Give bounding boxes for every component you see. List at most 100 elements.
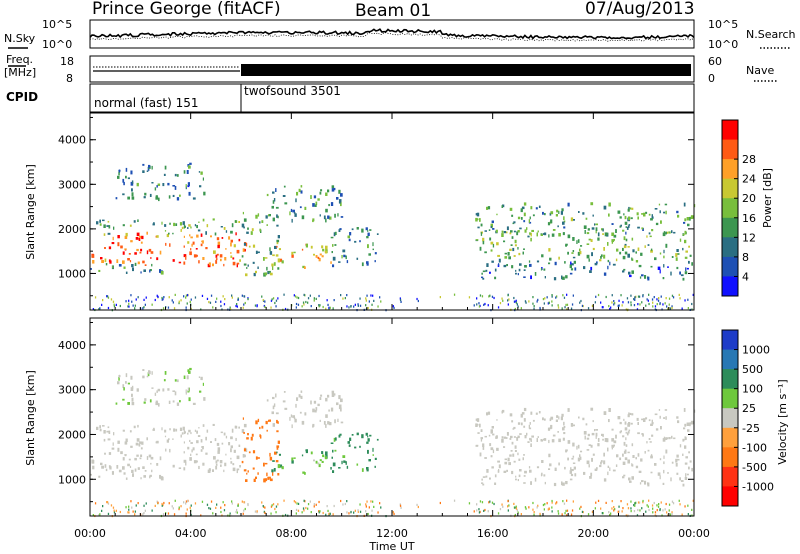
power-point bbox=[163, 296, 165, 299]
power-point bbox=[110, 298, 113, 301]
power-point bbox=[272, 191, 275, 194]
power-point bbox=[567, 234, 571, 239]
velocity-point bbox=[189, 439, 191, 442]
velocity-point bbox=[127, 382, 130, 385]
velocity-point bbox=[638, 470, 642, 473]
velocity-point bbox=[660, 501, 662, 504]
velocity-point bbox=[314, 409, 317, 413]
velocity-point bbox=[131, 385, 134, 390]
velocity-point bbox=[597, 438, 600, 442]
power-point bbox=[591, 252, 593, 257]
power-point bbox=[220, 258, 222, 262]
velocity-point bbox=[684, 436, 687, 441]
velocity-point bbox=[676, 416, 679, 419]
velocity-point bbox=[587, 513, 590, 516]
power-point bbox=[555, 296, 557, 299]
power-colorbar-segment bbox=[722, 237, 738, 258]
velocity-point bbox=[517, 479, 519, 482]
velocity-point bbox=[630, 422, 633, 425]
velocity-point bbox=[332, 470, 335, 473]
velocity-point bbox=[309, 500, 311, 503]
velocity-point bbox=[292, 415, 295, 418]
velocity-point bbox=[619, 431, 622, 434]
velocity-point bbox=[627, 414, 630, 418]
power-point bbox=[476, 303, 478, 306]
velocity-point bbox=[491, 426, 494, 429]
power-point bbox=[138, 238, 141, 241]
velocity-point bbox=[607, 465, 610, 468]
velocity-point bbox=[374, 457, 377, 460]
power-point bbox=[319, 191, 322, 195]
power-point bbox=[620, 224, 622, 227]
power-point bbox=[565, 275, 568, 279]
velocity-point bbox=[188, 429, 191, 433]
power-point bbox=[631, 257, 633, 261]
power-point bbox=[186, 170, 189, 174]
power-point bbox=[563, 226, 566, 229]
velocity-point bbox=[515, 505, 517, 508]
power-point bbox=[149, 269, 151, 273]
velocity-point bbox=[558, 438, 561, 443]
power-point bbox=[647, 276, 650, 281]
velocity-point bbox=[648, 419, 651, 422]
velocity-point bbox=[302, 507, 305, 510]
power-point bbox=[660, 220, 662, 224]
power-point bbox=[633, 304, 636, 307]
power-point bbox=[276, 214, 278, 218]
velocity-point bbox=[623, 451, 627, 454]
power-point bbox=[255, 270, 257, 274]
velocity-point bbox=[176, 379, 179, 383]
power-point bbox=[241, 294, 243, 297]
power-point bbox=[366, 263, 369, 266]
velocity-point bbox=[229, 514, 232, 517]
velocity-point bbox=[602, 438, 604, 441]
velocity-point bbox=[134, 468, 137, 472]
power-ytick-label: 4000 bbox=[58, 134, 86, 147]
velocity-point bbox=[580, 505, 582, 508]
power-point bbox=[91, 254, 95, 258]
power-point bbox=[277, 258, 281, 263]
power-point bbox=[236, 264, 238, 268]
velocity-point bbox=[636, 514, 639, 517]
velocity-point bbox=[303, 499, 305, 502]
velocity-point bbox=[579, 454, 581, 457]
velocity-point bbox=[650, 423, 653, 426]
velocity-point bbox=[163, 379, 166, 382]
power-point bbox=[332, 264, 335, 268]
velocity-point bbox=[339, 433, 342, 436]
power-point bbox=[528, 260, 531, 263]
velocity-point bbox=[247, 503, 249, 507]
velocity-point bbox=[679, 477, 681, 481]
velocity-point bbox=[486, 412, 489, 416]
velocity-point bbox=[572, 500, 574, 503]
power-point bbox=[648, 293, 650, 296]
power-point bbox=[490, 249, 493, 252]
power-point bbox=[188, 191, 191, 196]
power-point bbox=[247, 227, 249, 230]
power-point bbox=[608, 202, 611, 207]
power-point bbox=[651, 214, 653, 218]
velocity-point bbox=[282, 400, 286, 403]
power-point bbox=[326, 299, 328, 302]
power-colorbar-label: 16 bbox=[742, 212, 756, 225]
power-point bbox=[156, 185, 158, 188]
velocity-point bbox=[96, 426, 99, 430]
power-point bbox=[146, 170, 149, 172]
velocity-point bbox=[468, 502, 471, 505]
velocity-point bbox=[119, 510, 121, 514]
power-point bbox=[332, 244, 334, 247]
velocity-point bbox=[571, 469, 574, 472]
power-point bbox=[623, 236, 626, 241]
power-point bbox=[368, 253, 371, 256]
velocity-point bbox=[595, 436, 597, 439]
power-point bbox=[107, 220, 110, 223]
velocity-point bbox=[183, 430, 186, 435]
power-point bbox=[634, 298, 636, 301]
velocity-point bbox=[685, 473, 687, 477]
velocity-point bbox=[476, 418, 480, 422]
power-point bbox=[659, 269, 661, 274]
velocity-point bbox=[271, 469, 274, 473]
power-point bbox=[480, 232, 483, 236]
power-point bbox=[220, 300, 222, 303]
